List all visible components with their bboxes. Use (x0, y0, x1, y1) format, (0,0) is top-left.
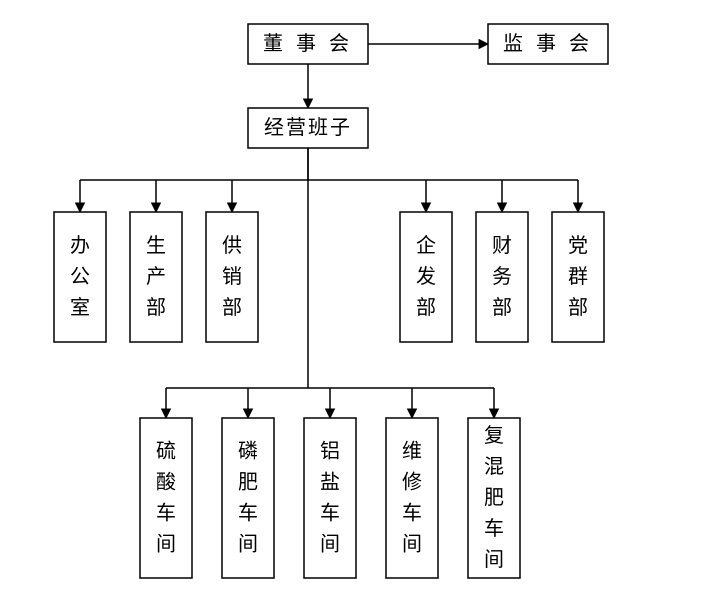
node-ent-label: 企发部 (416, 234, 436, 319)
node-ws2: 磷肥车间 (222, 418, 274, 578)
node-ws4: 维修车间 (386, 418, 438, 578)
node-office: 办公室 (54, 212, 106, 342)
node-board-label: 董 事 会 (263, 32, 353, 55)
node-supply: 供销部 (206, 212, 258, 342)
node-board: 董 事 会 (248, 24, 368, 64)
node-mgmt: 经营班子 (248, 108, 368, 148)
node-fin: 财务部 (476, 212, 528, 342)
node-party: 党群部 (552, 212, 604, 342)
org-chart: 董 事 会 监 事 会经营班子办公室 生产部 供销部 企发部 财务部 党群部硫酸车间磷肥车间… (0, 0, 710, 604)
node-supervisor-label: 监 事 会 (503, 32, 593, 55)
nodes: 董 事 会 监 事 会经营班子办公室 生产部 供销部 企发部 财务部 党群部硫酸车间磷肥车间… (54, 24, 608, 578)
node-supply-label: 供销部 (222, 234, 242, 319)
node-ent: 企发部 (400, 212, 452, 342)
node-ws5: 复混肥车间 (468, 418, 520, 578)
node-mgmt-label: 经营班子 (264, 116, 352, 139)
node-office-label: 办公室 (70, 234, 90, 319)
node-ws3: 铝盐车间 (304, 418, 356, 578)
node-ws5-label: 复混肥车间 (484, 424, 504, 571)
node-fin-label: 财务部 (492, 234, 512, 319)
node-ws1: 硫酸车间 (140, 418, 192, 578)
node-party-label: 党群部 (568, 234, 588, 319)
node-prod: 生产部 (130, 212, 182, 342)
node-prod-label: 生产部 (146, 234, 166, 319)
node-supervisor: 监 事 会 (488, 24, 608, 64)
